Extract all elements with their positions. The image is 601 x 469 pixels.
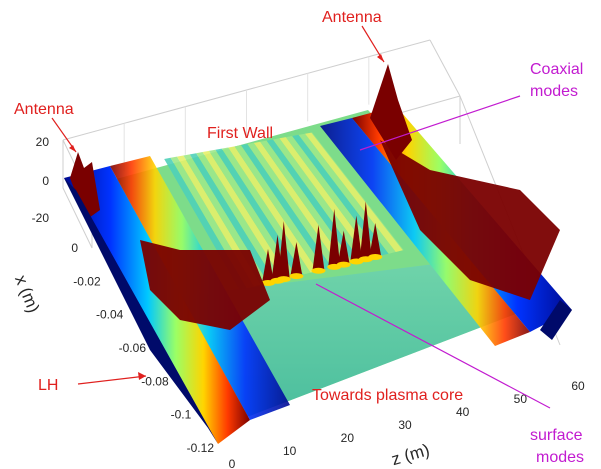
arrow-coaxial (359, 95, 521, 151)
wave-stripe (221, 147, 311, 275)
vertical-tick: 20 (36, 135, 50, 149)
surface-peak (350, 215, 363, 262)
arrowhead (138, 372, 146, 380)
x-tick-label: -0.08 (141, 374, 169, 388)
wave-stripe (298, 133, 396, 254)
surface-peak (277, 221, 290, 280)
z-axis-ticks: 0 10 20 30 40 50 60 (229, 379, 585, 469)
z-tick-label: 40 (456, 405, 470, 419)
annotation-first-wall: First Wall (207, 125, 273, 142)
x-tick-label: -0.1 (171, 408, 192, 422)
z-axis-label: z (m) (389, 440, 431, 469)
x-axis-ticks: 0 -0.02 -0.04 -0.06 -0.08 -0.1 -0.12 (71, 241, 214, 455)
surface-peak (369, 222, 382, 257)
wave-stripe (202, 150, 290, 280)
wave-stripe (260, 140, 354, 265)
surface-peak (337, 230, 350, 265)
surface-peak (328, 208, 341, 267)
annotation-antenna-left: Antenna (14, 101, 74, 118)
z-tick-label: 50 (514, 392, 528, 406)
x-tick-label: -0.02 (73, 274, 101, 288)
wave-stripe (253, 141, 347, 266)
surface-peak (359, 201, 372, 260)
wave-stripe (208, 149, 297, 278)
surface-peak-base (276, 276, 291, 283)
z-tick-label: 0 (229, 457, 236, 469)
wave-stripe (196, 152, 283, 282)
surface (64, 64, 572, 444)
surface-peak-base (336, 261, 351, 268)
x-axis-label: x (m) (11, 272, 43, 315)
annotation-coaxial-modes: modes (530, 83, 578, 100)
annotation-surface: surface (530, 427, 583, 444)
wave-stripe (228, 146, 318, 273)
right-side-slab (540, 300, 572, 340)
annotations: Antenna Antenna Coaxial modes First Wall… (14, 9, 584, 466)
left-side-slab (64, 178, 218, 444)
annotation-antenna-right: Antenna (322, 9, 382, 26)
annotation-arrows (51, 25, 551, 409)
wave-stripe (189, 153, 276, 283)
arrow-surface-modes (315, 283, 551, 409)
vertical-tick: 0 (42, 174, 49, 188)
arrowhead (377, 54, 384, 62)
x-tick-label: -0.06 (119, 341, 147, 355)
annotation-towards-core: Towards plasma core (312, 387, 463, 404)
surface-peak-base (368, 253, 383, 260)
vertical-axis: 20 0 -20 (32, 135, 50, 225)
wave-stripe (247, 142, 339, 268)
wave-stripe (305, 132, 403, 252)
wave-stripe (234, 145, 325, 271)
wave-stripe (240, 144, 332, 270)
x-tick-label: -0.12 (187, 441, 215, 455)
sharp-peaks (261, 201, 383, 286)
x-tick-label: 0 (71, 241, 78, 255)
wave-stripe (279, 137, 375, 259)
z-tick-label: 20 (341, 431, 355, 445)
left-band (64, 166, 250, 444)
z-tick-label: 10 (283, 444, 297, 458)
x-tick-label: -0.04 (96, 308, 124, 322)
surface-peak-base (289, 273, 304, 280)
surface-peak (262, 248, 275, 283)
z-tick-label: 30 (398, 418, 412, 432)
annotation-lh: LH (38, 377, 58, 394)
right-wall-mass (380, 140, 560, 300)
arrow-lh (77, 375, 147, 385)
wave-stripe (273, 138, 368, 261)
surface-peak (312, 224, 325, 271)
arrowhead (69, 145, 76, 152)
left-wall-mass (140, 240, 270, 330)
center-waves (164, 132, 404, 290)
vertical-tick: -20 (32, 211, 50, 225)
wave-stripe (266, 139, 361, 263)
surface-peak (290, 242, 303, 277)
z-tick-label: 60 (571, 379, 585, 393)
annotation-coaxial: Coaxial (530, 61, 583, 78)
wave-stripe (311, 132, 404, 251)
antenna-peak-left (70, 152, 100, 220)
surface-peak-base (311, 267, 326, 274)
annotation-surface-modes: modes (536, 449, 584, 466)
